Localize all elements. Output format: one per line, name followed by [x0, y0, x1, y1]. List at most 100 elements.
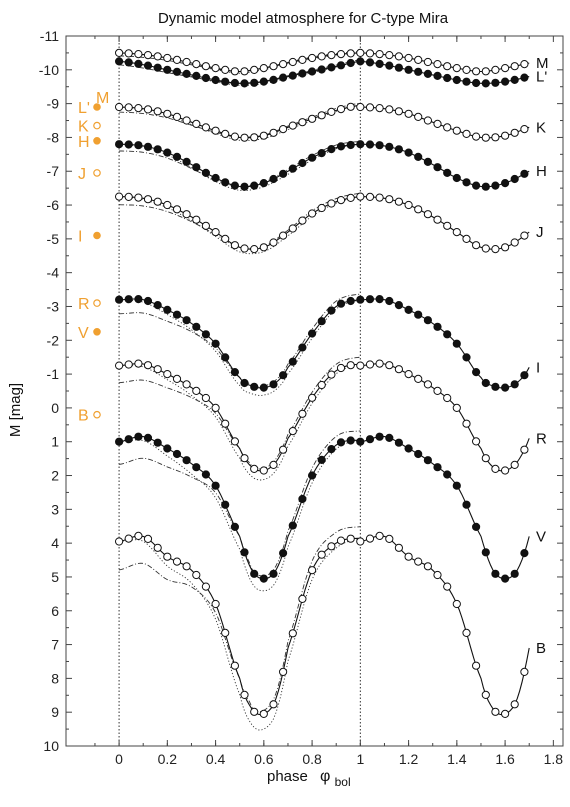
data-point — [520, 231, 529, 240]
data-point — [317, 455, 326, 464]
data-point — [462, 500, 471, 509]
data-point — [356, 361, 365, 370]
data-point — [501, 179, 510, 188]
data-point — [375, 50, 384, 59]
data-point — [491, 245, 500, 254]
data-point — [153, 63, 162, 72]
data-point — [308, 53, 317, 63]
legend-label: K — [78, 119, 89, 136]
data-point — [443, 168, 452, 177]
data-point — [240, 690, 249, 700]
data-point — [298, 118, 307, 127]
data-point — [172, 557, 182, 566]
data-point — [192, 386, 201, 395]
data-point — [201, 123, 210, 132]
data-point — [491, 382, 500, 391]
x-tick-label: 1 — [356, 751, 364, 767]
data-point — [259, 466, 268, 475]
data-point — [230, 437, 239, 446]
legend-label: V — [78, 325, 89, 342]
data-point — [221, 178, 230, 187]
data-point — [269, 569, 278, 578]
data-point — [404, 148, 413, 157]
data-point — [365, 58, 375, 67]
data-point — [240, 67, 249, 76]
data-point — [143, 296, 153, 306]
data-point — [510, 700, 519, 709]
data-point — [472, 78, 481, 88]
data-point — [279, 445, 288, 454]
data-point — [336, 299, 346, 308]
data-point — [240, 548, 249, 557]
data-point — [317, 65, 326, 74]
legend-marker — [93, 327, 101, 336]
legend-label: J — [78, 166, 86, 183]
data-point — [433, 386, 442, 395]
data-point — [385, 195, 394, 204]
data-point — [336, 363, 346, 373]
data-point — [327, 145, 336, 154]
data-point — [288, 164, 297, 173]
data-point — [404, 444, 413, 453]
data-point — [115, 192, 124, 201]
data-point — [250, 464, 259, 473]
data-point — [153, 301, 162, 310]
data-point — [153, 438, 162, 447]
data-point — [481, 79, 490, 88]
data-point — [462, 353, 471, 362]
data-point — [134, 50, 143, 59]
data-point — [462, 178, 471, 187]
series-label: L' — [536, 69, 547, 86]
data-point — [115, 295, 124, 304]
data-point — [501, 574, 510, 583]
data-point — [433, 215, 442, 224]
model-curve-dotted — [119, 299, 361, 396]
y-tick-label: 2 — [51, 468, 59, 484]
data-point — [172, 152, 182, 161]
data-point — [124, 140, 133, 149]
data-point — [336, 142, 346, 151]
data-point — [385, 61, 394, 70]
series-label: V — [536, 528, 546, 545]
data-point — [452, 173, 461, 183]
data-point — [452, 64, 461, 73]
data-point — [250, 569, 259, 578]
x-axis-label: phase φ bol — [267, 768, 351, 789]
data-point — [365, 103, 375, 112]
data-point — [443, 62, 452, 71]
data-point — [452, 126, 461, 135]
data-point — [317, 52, 326, 61]
y-tick-label: -9 — [47, 96, 60, 112]
data-point — [423, 57, 432, 67]
data-point — [211, 599, 220, 609]
data-point — [308, 329, 317, 338]
data-point — [201, 221, 210, 230]
y-tick-label: 5 — [51, 569, 59, 585]
data-point — [269, 75, 278, 85]
legend-marker — [93, 169, 101, 177]
data-point — [327, 306, 336, 315]
data-point — [250, 78, 259, 87]
legend-label: M — [96, 90, 109, 107]
data-point — [221, 129, 230, 138]
data-point — [472, 132, 481, 141]
data-point — [385, 142, 394, 151]
data-point — [327, 370, 336, 379]
data-point — [163, 200, 172, 210]
data-point — [172, 310, 182, 319]
x-tick-label: 1.2 — [399, 751, 419, 767]
data-point — [462, 129, 471, 138]
data-point — [182, 69, 191, 79]
data-point — [414, 310, 423, 319]
data-point — [182, 316, 191, 325]
data-point — [172, 55, 182, 65]
data-point — [327, 542, 336, 551]
data-point — [346, 140, 355, 150]
series-label: I — [536, 359, 540, 376]
data-point — [288, 57, 297, 67]
data-point — [298, 158, 307, 168]
data-point — [404, 305, 413, 314]
data-point — [472, 181, 481, 190]
data-point — [163, 305, 172, 314]
data-point — [452, 599, 461, 609]
